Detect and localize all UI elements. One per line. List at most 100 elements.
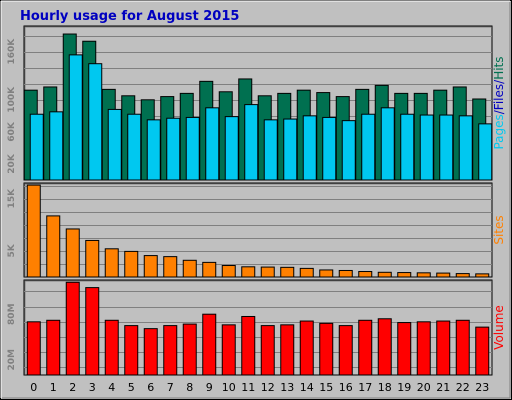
x-axis-labels: 0 1 2 3 4 5 6 7 8 9 10 11 12 13 14 15 16 17 18 19 20 21 22 23 xyxy=(30,381,489,394)
x-tick-label: 13 xyxy=(280,381,294,394)
bar-volume xyxy=(26,321,41,376)
bar-files xyxy=(244,104,259,181)
bar-sites xyxy=(85,239,100,278)
x-tick-label: 6 xyxy=(147,381,154,394)
bar-volume xyxy=(46,319,61,376)
y-tick-label: 5K xyxy=(7,243,17,257)
bar-files xyxy=(146,119,161,181)
x-tick-label: 2 xyxy=(69,381,76,394)
bar-sites xyxy=(358,271,373,278)
bar-sites xyxy=(475,273,490,278)
bar-files xyxy=(263,119,278,181)
x-tick-label: 16 xyxy=(339,381,353,394)
bar-sites xyxy=(241,266,256,278)
x-tick-label: 20 xyxy=(417,381,431,394)
bar-files xyxy=(205,107,220,181)
y-axis-label-part: / xyxy=(492,109,506,114)
x-tick-label: 19 xyxy=(397,381,411,394)
bar-files xyxy=(29,113,44,181)
bar-volume xyxy=(299,320,314,376)
bar-sites xyxy=(377,271,392,278)
bar-volume xyxy=(377,318,392,376)
bar-files xyxy=(341,120,356,181)
bar-volume xyxy=(436,320,451,376)
y-axis-label: Sites xyxy=(492,215,506,244)
x-tick-label: 10 xyxy=(222,381,236,394)
bar-sites xyxy=(46,215,61,278)
x-tick-label: 18 xyxy=(378,381,392,394)
x-tick-label: 5 xyxy=(128,381,135,394)
bar-sites xyxy=(143,255,158,278)
x-tick-label: 7 xyxy=(167,381,174,394)
y-axis-label-part: Files xyxy=(492,84,506,110)
plot-area xyxy=(23,182,493,278)
x-tick-label: 1 xyxy=(50,381,57,394)
bar-files xyxy=(185,116,200,181)
bar-volume xyxy=(455,319,470,376)
bar-volume xyxy=(475,326,490,376)
bar-files xyxy=(283,118,298,181)
bar-files xyxy=(400,113,415,181)
bar-sites xyxy=(280,266,295,278)
y-tick-label: 160K xyxy=(7,38,17,65)
bar-volume xyxy=(182,323,197,376)
y-tick-label: 80M xyxy=(7,303,17,325)
bar-files xyxy=(107,108,122,181)
bar-volume xyxy=(260,325,275,376)
bar-sites xyxy=(260,266,275,278)
bar-volume xyxy=(280,324,295,376)
bar-volume xyxy=(397,322,412,376)
bar-volume xyxy=(124,325,139,376)
bar-sites xyxy=(65,228,80,278)
bar-files xyxy=(68,54,83,181)
bar-sites xyxy=(397,272,412,278)
bar-volume xyxy=(202,313,217,376)
bar-files xyxy=(380,107,395,181)
bar-volume xyxy=(358,319,373,376)
x-tick-label: 23 xyxy=(475,381,489,394)
y-axis-label: Pages/Files/Hits xyxy=(492,56,506,149)
bar-files xyxy=(458,115,473,181)
bar-sites xyxy=(416,272,431,278)
x-tick-label: 3 xyxy=(89,381,96,394)
x-tick-label: 11 xyxy=(241,381,255,394)
bar-sites xyxy=(26,184,41,278)
bar-volume xyxy=(163,325,178,376)
bar-sites xyxy=(104,248,119,278)
y-axis-label-part: / xyxy=(492,79,506,84)
y-axis-label: Volume xyxy=(492,305,506,350)
bar-volume xyxy=(221,324,236,376)
bar-sites xyxy=(163,256,178,278)
chart-title: Hourly usage for August 2015 xyxy=(20,9,239,24)
bar-sites xyxy=(319,269,334,278)
x-tick-label: 21 xyxy=(436,381,450,394)
bar-files xyxy=(49,111,64,181)
bar-volume xyxy=(241,315,256,376)
bar-sites xyxy=(221,265,236,278)
x-tick-label: 22 xyxy=(456,381,470,394)
bar-volume xyxy=(338,325,353,376)
chart-panels: 20K60K100K160KPages/Files/Hits5K15KSites… xyxy=(7,25,506,376)
x-tick-label: 12 xyxy=(261,381,275,394)
bar-volume xyxy=(416,321,431,376)
bar-files xyxy=(302,115,317,181)
bar-volume xyxy=(143,328,158,376)
bar-volume xyxy=(65,281,80,376)
bar-files xyxy=(166,117,181,181)
y-tick-label: 20M xyxy=(7,349,17,371)
bar-files xyxy=(439,114,454,181)
y-axis-label-part: Hits xyxy=(492,56,506,79)
x-tick-label: 4 xyxy=(108,381,115,394)
panel-2: 20M 80M Volume xyxy=(7,279,506,376)
bar-files xyxy=(88,63,103,181)
bar-sites xyxy=(436,272,451,278)
y-tick-label: 100K xyxy=(7,86,17,113)
bar-volume xyxy=(319,322,334,376)
y-axis-label-part: Pages xyxy=(492,114,506,149)
x-tick-label: 8 xyxy=(186,381,193,394)
y-tick-label: 15K xyxy=(7,188,17,209)
y-tick-label: 60K xyxy=(7,121,17,142)
bar-sites xyxy=(338,269,353,278)
